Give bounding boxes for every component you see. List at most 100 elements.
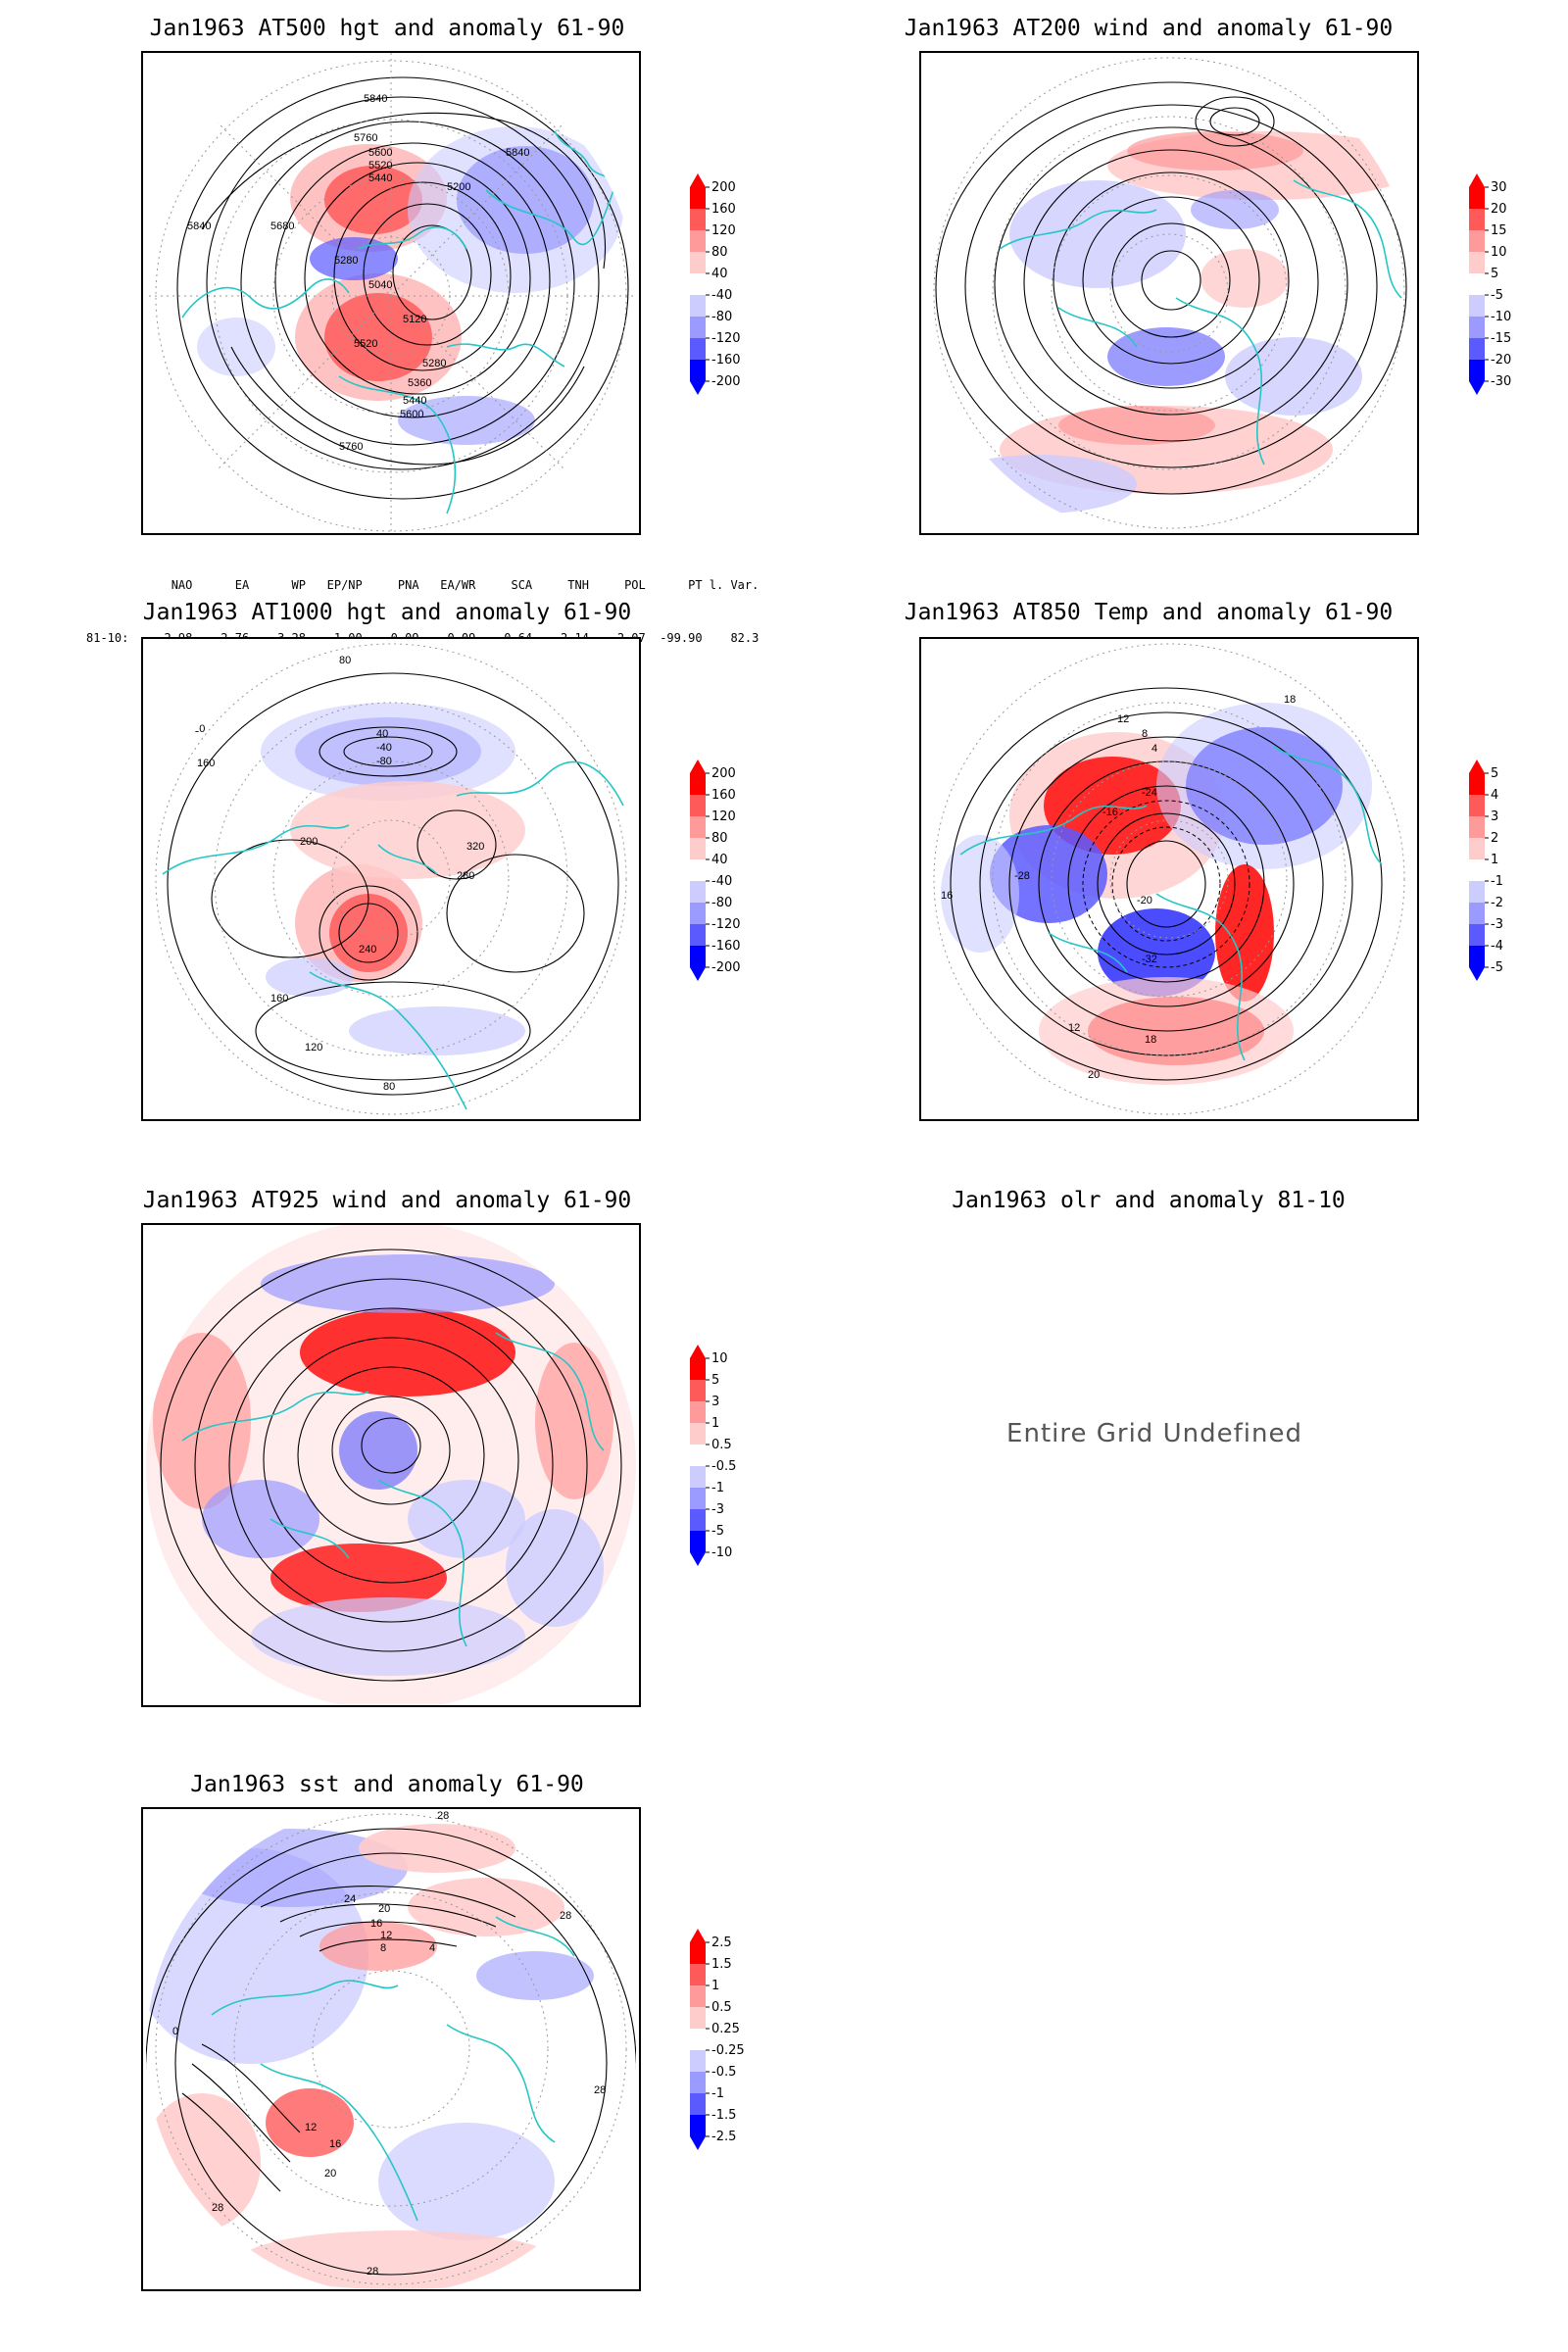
- map-at500: 5840 5760 5600 5520 5440 5200 5680 5280 …: [141, 51, 641, 535]
- contour-label: 80: [383, 1081, 395, 1093]
- colorbar-label: 80: [711, 245, 728, 260]
- contour-label: 0: [172, 2026, 178, 2037]
- contour-label: 5200: [447, 181, 470, 193]
- contour-label: 120: [305, 1042, 322, 1054]
- colorbar-label: 10: [711, 1351, 728, 1366]
- colorbar-label: 10: [1491, 245, 1507, 260]
- colorbar-svg-at850: 5 4 3 2 1 -1 -2 -3 -4 -5: [1469, 760, 1503, 981]
- colorbar-segment: [1469, 859, 1485, 881]
- colorbar-arrow-bottom: [1469, 967, 1485, 981]
- contour-label: -20: [1137, 895, 1152, 906]
- colorbar-segment: [690, 795, 706, 816]
- colorbar-label: -5: [1491, 288, 1503, 303]
- contour-label: 12: [380, 1930, 392, 1941]
- contour-label: 12: [1068, 1022, 1080, 1034]
- colorbar-label: -40: [711, 874, 732, 889]
- contour-label: 16: [329, 2138, 341, 2150]
- colorbar-segment: [690, 1423, 706, 1445]
- colorbar-label: 0.5: [711, 1438, 732, 1452]
- colorbar-label: -10: [1491, 310, 1511, 324]
- map-svg-at925: [146, 1225, 636, 1705]
- contour-label: 20: [324, 2168, 336, 2180]
- contour-label: 28: [212, 2202, 223, 2214]
- colorbar-segment: [690, 295, 706, 317]
- colorbar-segment: [1469, 360, 1485, 381]
- contour-label: 8: [380, 1942, 386, 1954]
- colorbar-segment: [690, 273, 706, 295]
- colorbar-segment: [690, 187, 706, 209]
- contour-label: 80: [339, 655, 351, 666]
- contour-label: 5120: [403, 314, 426, 325]
- colorbar-segment: [690, 2050, 706, 2072]
- contour-label: 18: [1145, 1034, 1156, 1046]
- colorbar-label: 2.5: [711, 1936, 732, 1950]
- colorbar-label: 20: [1491, 202, 1507, 217]
- colorbar-segment: [1469, 924, 1485, 946]
- colorbar-label: 5: [711, 1373, 719, 1388]
- colorbar-segment: [1469, 816, 1485, 838]
- panel-title-at1000: Jan1963 AT1000 hgt and anomaly 61-90: [142, 600, 632, 625]
- contour-label: 24: [158, 1918, 170, 1930]
- colorbar-segment: [690, 1985, 706, 2007]
- contour-label: 5280: [334, 255, 358, 267]
- panel-title-at500: Jan1963 AT500 hgt and anomaly 61-90: [149, 16, 625, 41]
- contour-label: 5760: [339, 441, 363, 453]
- colorbar-segment: [690, 2007, 706, 2029]
- colorbar-label: -80: [711, 896, 732, 910]
- contour-label: 160: [197, 758, 215, 769]
- colorbar-segment: [690, 1466, 706, 1488]
- colorbar-segment: [1469, 795, 1485, 816]
- map-svg-sst: 28 24 20 16 12 8 4 28 24 0 12 16 20 28 2…: [146, 1810, 636, 2289]
- colorbar-label: -1.5: [711, 2108, 736, 2123]
- colorbar-label: 2: [1491, 831, 1498, 846]
- contour-label: 16: [370, 1918, 382, 1930]
- colorbar-label: -80: [711, 310, 732, 324]
- colorbar-segment: [690, 2072, 706, 2093]
- colorbar-segment: [690, 360, 706, 381]
- colorbar-segment: [690, 946, 706, 967]
- colorbar-segment: [690, 2093, 706, 2115]
- colorbar-label: -3: [1491, 917, 1503, 932]
- contour-label: 5840: [506, 147, 529, 159]
- colorbar-label: 1: [711, 1416, 719, 1431]
- contour-label: 5520: [354, 338, 377, 350]
- colorbar-arrow-bottom: [690, 381, 706, 395]
- panel-title-sst: Jan1963 sst and anomaly 61-90: [190, 1772, 584, 1797]
- colorbar-label: 3: [711, 1395, 719, 1409]
- contour-label: 5760: [354, 132, 377, 144]
- colorbar-segment: [690, 1401, 706, 1423]
- contour-label: 28: [367, 2266, 378, 2278]
- contour-label: 24: [344, 1893, 356, 1905]
- map-at200: [919, 51, 1419, 535]
- index-table-headers: NAO EA WP EP/NP PNA EA/WR SCA TNH POL PT…: [86, 578, 766, 592]
- colorbar-label: 120: [711, 809, 736, 824]
- contour-label: 5840: [364, 93, 387, 105]
- colorbar-label: 200: [711, 180, 736, 195]
- colorbar-label: 15: [1491, 223, 1507, 238]
- contour-label: 28: [560, 1910, 571, 1922]
- contour-label: 240: [359, 944, 376, 956]
- contour-label: 16: [941, 890, 953, 902]
- colorbar-segment: [690, 2115, 706, 2136]
- colorbar-label: 4: [1491, 788, 1498, 803]
- colorbar-sst: 2.5 1.5 1 0.5 0.25 -0.25 -0.5 -1 -1.5 -2.5: [684, 1929, 762, 2198]
- colorbar-label: 40: [711, 853, 728, 867]
- colorbar-label: 1: [1491, 853, 1498, 867]
- contour-label: 12: [1117, 713, 1129, 725]
- colorbar-segment: [1469, 881, 1485, 903]
- contour-label: 280: [457, 870, 474, 882]
- map-at925: [141, 1223, 641, 1707]
- colorbar-arrow-bottom: [690, 967, 706, 981]
- contour-label: 12: [305, 2122, 317, 2133]
- colorbar-segment: [1469, 252, 1485, 273]
- colorbar-segment: [690, 1380, 706, 1401]
- colorbar-segment: [690, 859, 706, 881]
- colorbar-segment: [690, 924, 706, 946]
- panel-title-olr: Jan1963 olr and anomaly 81-10: [952, 1188, 1346, 1213]
- colorbar-segment: [1469, 838, 1485, 859]
- contour-label: 5360: [408, 377, 431, 389]
- contour-label: 5840: [187, 220, 211, 232]
- colorbar-label: -160: [711, 939, 741, 954]
- colorbar-svg-at500: 200 160 120 80 40 -40 -80 -120 -160 -200: [690, 173, 741, 395]
- colorbar-label: -1: [1491, 874, 1503, 889]
